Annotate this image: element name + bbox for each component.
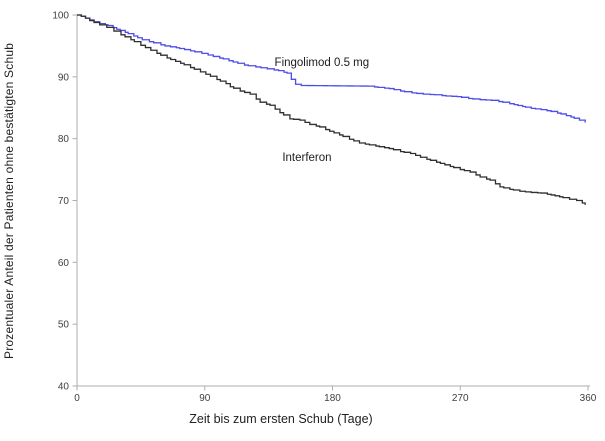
y-tick-label: 50 (58, 320, 70, 331)
y-axis-title: Prozentualer Anteil der Patienten ohne b… (2, 42, 16, 359)
x-tick-label: 360 (580, 393, 597, 404)
y-tick-label: 80 (58, 134, 70, 145)
series-path-interferon (77, 14, 586, 205)
x-tick-label: 180 (324, 393, 341, 404)
y-tick-label: 100 (52, 11, 69, 22)
y-tick-label: 60 (58, 258, 70, 269)
series-label-interferon: Interferon (282, 151, 332, 164)
series-label-fingolimod: Fingolimod 0.5 mg (274, 56, 370, 69)
x-axis-title: Zeit bis zum ersten Schub (Tage) (189, 412, 373, 426)
x-tick-label: 0 (74, 393, 80, 404)
series-path-fingolimod (77, 14, 586, 123)
y-tick-label: 40 (58, 382, 70, 393)
y-tick-label: 70 (58, 196, 70, 207)
y-tick-label: 90 (58, 72, 70, 83)
x-tick-label: 90 (199, 393, 211, 404)
x-tick-label: 270 (452, 393, 469, 404)
